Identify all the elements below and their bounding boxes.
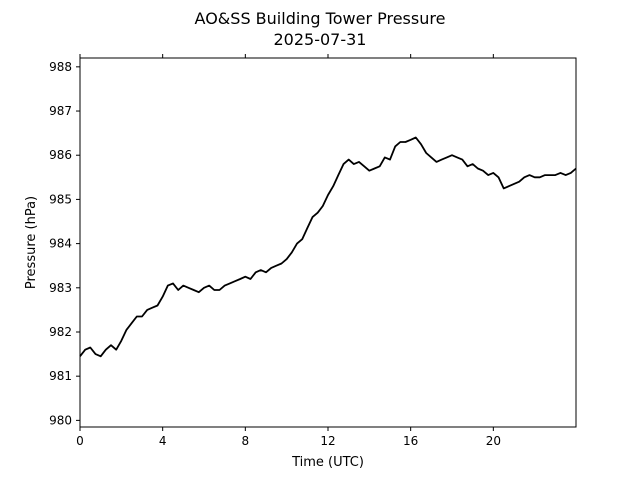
y-tick-label: 982 <box>49 325 72 339</box>
chart-subtitle: 2025-07-31 <box>274 30 367 49</box>
series-layer <box>79 136 577 358</box>
y-tick-label: 987 <box>49 104 72 118</box>
y-tick-label: 983 <box>49 281 72 295</box>
x-axis-label: Time (UTC) <box>291 455 364 470</box>
chart-title: AO&SS Building Tower Pressure <box>195 9 446 28</box>
axis-ticks: 0 4 8 12 16 20 980 981 982 983 984 985 986 987 988 <box>49 54 501 448</box>
x-tick-label: 12 <box>320 434 335 448</box>
x-tick-label: 16 <box>403 434 418 448</box>
y-axis-label: Pressure (hPa) <box>24 196 39 289</box>
y-tick-label: 981 <box>49 369 72 383</box>
y-tick-label: 988 <box>49 60 72 74</box>
series-line <box>79 136 577 358</box>
y-tick-label: 986 <box>49 148 72 162</box>
plot-frame <box>79 57 577 428</box>
x-tick-label: 4 <box>159 434 167 448</box>
x-tick-label: 20 <box>486 434 501 448</box>
y-tick-label: 985 <box>49 192 72 206</box>
x-tick-label: 8 <box>242 434 250 448</box>
y-tick-label: 984 <box>49 237 72 251</box>
x-tick-label: 0 <box>76 434 84 448</box>
y-tick-label: 980 <box>49 413 72 427</box>
